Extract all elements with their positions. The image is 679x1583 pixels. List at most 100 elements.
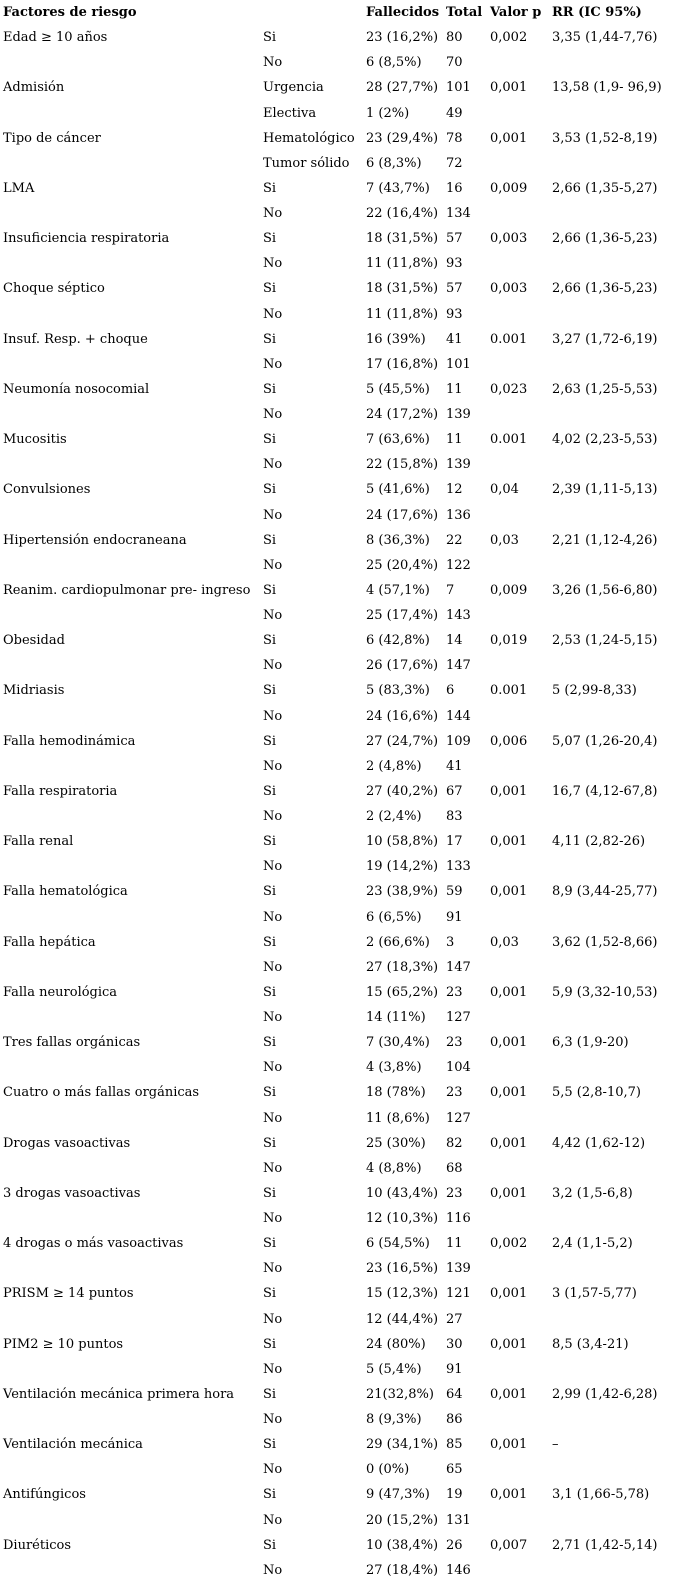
fallecidos-cell: 11 (11,8%) [366, 306, 439, 322]
factor-cell: Falla renal [3, 834, 74, 850]
category-cell: No [263, 708, 283, 724]
rr-cell: 4,11 (2,82-26) [552, 834, 646, 850]
factor-cell: Admisión [3, 80, 65, 96]
table-row: Electiva 1 (2%) 49 [0, 101, 679, 126]
category-cell: Si [263, 984, 277, 1000]
rr-cell [552, 704, 679, 729]
fallecidos-cell: 23 (16,2%) [366, 30, 439, 46]
category-cell: Si [263, 482, 277, 498]
factor-cell [0, 1206, 263, 1231]
table-row: Diuréticos Si 10 (38,4%) 26 0,007 2,71 (1,42-… [0, 1533, 679, 1558]
rr-cell: 3,27 (1,72-6,19) [552, 331, 658, 347]
valor-p-cell: 0,006 [490, 733, 528, 749]
table-row: Neumonía nosocomial Si 5 (45,5%) 11 0,023 2,6… [0, 377, 679, 402]
total-cell: 109 [446, 733, 471, 749]
valor-p-cell [490, 704, 552, 729]
valor-p-cell [490, 653, 552, 678]
fallecidos-cell: 19 (14,2%) [366, 859, 439, 875]
table-row: No 12 (44,4%) 27 [0, 1307, 679, 1332]
valor-p-cell [490, 553, 552, 578]
category-cell: No [263, 557, 283, 573]
table-row: No 25 (20,4%) 122 [0, 553, 679, 578]
rr-cell [552, 603, 679, 628]
category-cell: Si [263, 1437, 277, 1453]
factor-cell: Drogas vasoactivas [3, 1135, 131, 1151]
valor-p-cell [490, 804, 552, 829]
total-cell: 68 [446, 1160, 463, 1176]
total-cell: 11 [446, 1236, 463, 1252]
table-row: No 11 (11,8%) 93 [0, 251, 679, 276]
category-cell: Si [263, 733, 277, 749]
factor-cell [0, 854, 263, 879]
category-cell: Si [263, 633, 277, 649]
factor-cell: PIM2 ≥ 10 puntos [3, 1336, 124, 1352]
factor-cell: Ventilación mecánica primera hora [3, 1386, 235, 1402]
table-row: Choque séptico Si 18 (31,5%) 57 0,003 2,66 (1… [0, 276, 679, 301]
fallecidos-cell: 27 (18,4%) [366, 1562, 439, 1578]
fallecidos-cell: 24 (17,2%) [366, 407, 439, 423]
factor-cell: Mucositis [3, 432, 67, 448]
category-cell: Si [263, 1236, 277, 1252]
factor-cell: Obesidad [3, 633, 65, 649]
table-row: No 14 (11%) 127 [0, 1005, 679, 1030]
fallecidos-cell: 22 (15,8%) [366, 457, 439, 473]
total-cell: 121 [446, 1286, 471, 1302]
rr-cell: 3,1 (1,66-5,78) [552, 1487, 650, 1503]
table-row: Antifúngicos Si 9 (47,3%) 19 0,001 3,1 (1,66-… [0, 1482, 679, 1507]
rr-cell: 2,39 (1,11-5,13) [552, 482, 658, 498]
rr-cell [552, 553, 679, 578]
fallecidos-cell: 15 (65,2%) [366, 984, 439, 1000]
category-cell: No [263, 1261, 283, 1277]
table-row: Tumor sólido 6 (8,3%) 72 [0, 151, 679, 176]
table-row: Insuf. Resp. + choque Si 16 (39%) 41 0.001 3,… [0, 327, 679, 352]
total-cell: 16 [446, 180, 463, 196]
fallecidos-cell: 28 (27,7%) [366, 80, 439, 96]
factor-cell [0, 1357, 263, 1382]
total-cell: 6 [446, 683, 455, 699]
factor-cell [0, 452, 263, 477]
valor-p-cell [490, 201, 552, 226]
fallecidos-cell: 8 (9,3%) [366, 1412, 422, 1428]
total-cell: 7 [446, 582, 455, 598]
factor-cell [0, 50, 263, 75]
total-cell: 59 [446, 884, 463, 900]
rr-cell: – [552, 1437, 559, 1453]
valor-p-cell: 0,009 [490, 582, 528, 598]
rr-cell: 2,21 (1,12-4,26) [552, 532, 658, 548]
factor-cell [0, 1256, 263, 1281]
fallecidos-cell: 27 (24,7%) [366, 733, 439, 749]
valor-p-cell: 0,001 [490, 1336, 528, 1352]
total-cell: 80 [446, 30, 463, 46]
table-row: Drogas vasoactivas Si 25 (30%) 82 0,001 4,42 … [0, 1131, 679, 1156]
rr-cell [552, 1055, 679, 1080]
risk-table-body: Edad ≥ 10 años Si 23 (16,2%) 80 0,002 3,35 (1… [0, 25, 679, 1583]
valor-p-cell: 0,001 [490, 1286, 528, 1302]
total-cell: 17 [446, 834, 463, 850]
category-cell: Si [263, 884, 277, 900]
fallecidos-cell: 24 (17,6%) [366, 507, 439, 523]
table-row: No 8 (9,3%) 86 [0, 1407, 679, 1432]
table-row: No 20 (15,2%) 131 [0, 1508, 679, 1533]
category-cell: Si [263, 783, 277, 799]
header-rr-ic95: RR (IC 95%) [552, 5, 642, 21]
valor-p-cell [490, 905, 552, 930]
category-cell: No [263, 256, 283, 272]
fallecidos-cell: 0 (0%) [366, 1462, 410, 1478]
total-cell: 139 [446, 457, 471, 473]
valor-p-cell: 0,002 [490, 1236, 528, 1252]
category-cell: Si [263, 1185, 277, 1201]
table-row: No 12 (10,3%) 116 [0, 1206, 679, 1231]
category-cell: Si [263, 180, 277, 196]
valor-p-cell: 0,003 [490, 281, 528, 297]
category-cell: No [263, 758, 283, 774]
fallecidos-cell: 2 (2,4%) [366, 809, 422, 825]
valor-p-cell: 0,001 [490, 1487, 528, 1503]
category-cell: No [263, 608, 283, 624]
rr-cell [552, 1457, 679, 1482]
factor-cell [0, 1457, 263, 1482]
rr-cell: 2,71 (1,42-5,14) [552, 1537, 658, 1553]
valor-p-cell: 0,001 [490, 984, 528, 1000]
fallecidos-cell: 23 (38,9%) [366, 884, 439, 900]
fallecidos-cell: 8 (36,3%) [366, 532, 430, 548]
rr-cell: 4,42 (1,62-12) [552, 1135, 646, 1151]
